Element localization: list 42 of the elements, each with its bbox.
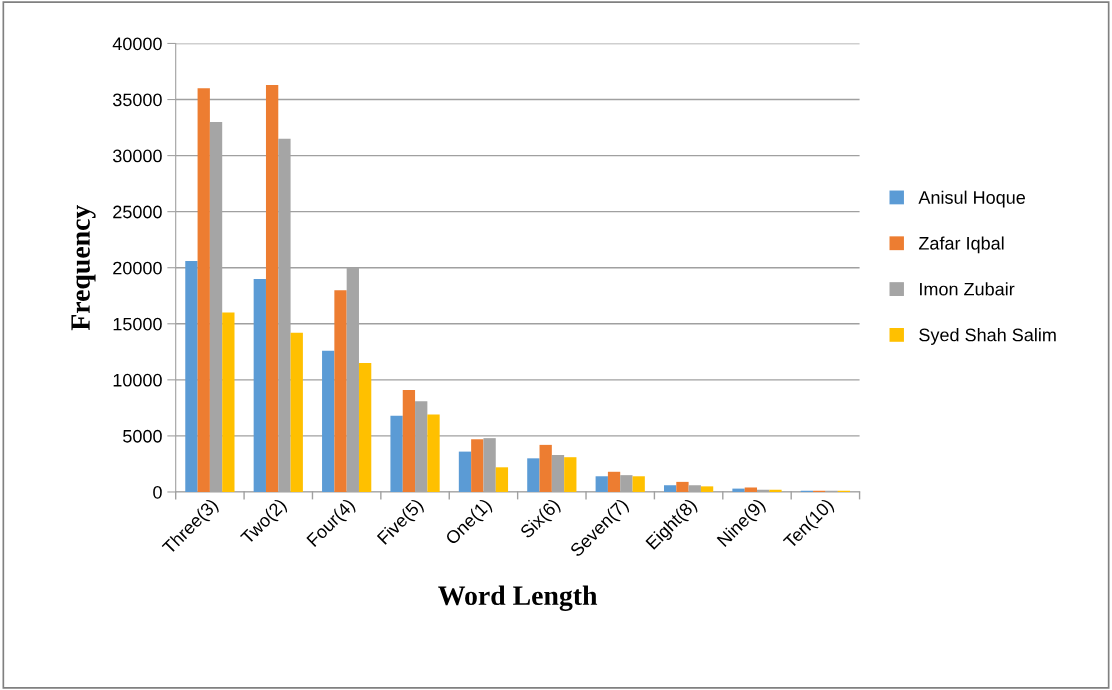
y-tick-label: 35000 bbox=[112, 93, 162, 107]
bar bbox=[676, 481, 689, 492]
bar bbox=[222, 312, 235, 492]
bar bbox=[197, 88, 210, 492]
bar bbox=[527, 458, 540, 492]
bar bbox=[390, 415, 403, 492]
y-tick-label: 0 bbox=[153, 485, 162, 499]
bar bbox=[358, 363, 372, 492]
bar bbox=[700, 486, 714, 492]
bar bbox=[265, 84, 279, 492]
bar bbox=[595, 476, 608, 492]
legend-label: Anisul Hoque bbox=[918, 190, 1025, 208]
x-axis-title: Word Length bbox=[438, 585, 598, 611]
bar bbox=[322, 350, 335, 492]
y-tick-label: 25000 bbox=[113, 205, 162, 219]
y-tick-label: 10000 bbox=[113, 373, 162, 387]
bar bbox=[253, 278, 266, 492]
y-axis-title: Frequency bbox=[71, 204, 96, 331]
y-tick-label: 20000 bbox=[113, 261, 162, 275]
bar bbox=[769, 489, 782, 492]
bar bbox=[632, 476, 645, 492]
bar bbox=[564, 457, 577, 492]
legend-label: Syed Shah Salim bbox=[919, 328, 1056, 345]
legend-label: Zafar Iqbal bbox=[918, 236, 1004, 254]
y-tick-label: 15000 bbox=[113, 317, 162, 331]
y-tick-label: 40000 bbox=[112, 37, 162, 51]
bar bbox=[732, 488, 745, 492]
bar bbox=[663, 485, 677, 492]
bar bbox=[744, 487, 757, 492]
bar bbox=[427, 414, 440, 492]
bar bbox=[539, 444, 552, 492]
bar bbox=[334, 290, 347, 492]
bar bbox=[495, 467, 509, 492]
bar bbox=[607, 471, 621, 492]
bar bbox=[458, 451, 472, 492]
bar bbox=[402, 389, 416, 492]
bar bbox=[185, 260, 198, 492]
y-tick-label: 30000 bbox=[112, 149, 162, 163]
bar bbox=[471, 439, 484, 492]
y-tick-label: 5000 bbox=[123, 429, 162, 443]
bar bbox=[290, 332, 303, 492]
legend-label: Imon Zubair bbox=[920, 282, 1015, 296]
